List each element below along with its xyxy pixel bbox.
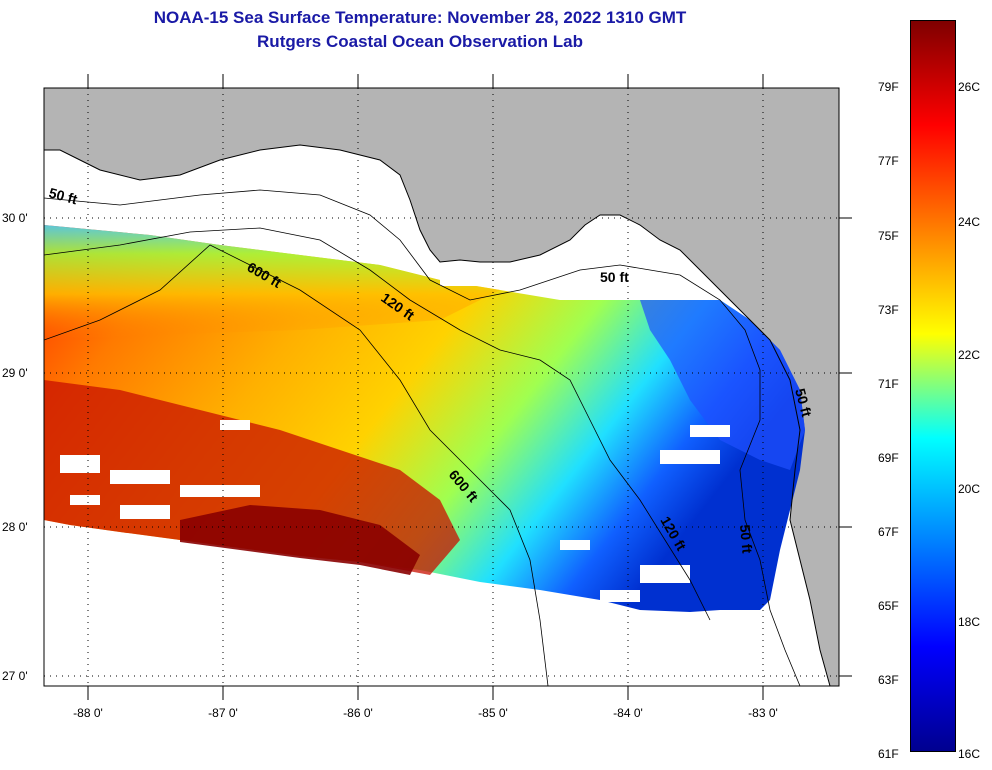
colorbar-c-label: 20C xyxy=(958,482,981,496)
lat-label: 27 0' xyxy=(2,669,28,683)
lon-label: -87 0' xyxy=(208,706,238,720)
lat-label: 28 0' xyxy=(2,520,28,534)
colorbar-c-label: 24C xyxy=(958,215,981,229)
map-subtitle: Rutgers Coastal Ocean Observation Lab xyxy=(257,32,583,51)
tick-marks xyxy=(87,74,852,700)
map-title: NOAA-15 Sea Surface Temperature: Novembe… xyxy=(153,8,687,27)
colorbar xyxy=(910,20,956,752)
isobath-50ft xyxy=(44,189,801,686)
isobath-label: 50 ft xyxy=(737,524,755,554)
colorbar-f-label: 73F xyxy=(878,303,899,317)
isobath-label: 50 ft xyxy=(792,387,815,419)
lon-label: -86 0' xyxy=(343,706,373,720)
lat-label: 29 0' xyxy=(2,366,28,380)
colorbar-f-label: 71F xyxy=(878,377,899,391)
colorbar-f-label: 65F xyxy=(878,599,899,613)
lon-label: -84 0' xyxy=(613,706,643,720)
isobath-120ft xyxy=(44,227,711,621)
isobath-label: 50 ft xyxy=(47,184,79,207)
lat-label: 30 0' xyxy=(2,211,28,225)
cloud-patches xyxy=(60,268,730,602)
colorbar-c-label: 18C xyxy=(958,615,981,629)
sst-cool-band xyxy=(640,300,805,470)
coastline xyxy=(44,144,831,686)
map-frame xyxy=(43,87,840,687)
lon-label: -88 0' xyxy=(73,706,103,720)
map-grid xyxy=(44,88,839,686)
colorbar-c-label: 26C xyxy=(958,80,981,94)
colorbar-c-label: 22C xyxy=(958,348,981,362)
colorbar-f-label: 61F xyxy=(878,747,899,761)
lon-label: -83 0' xyxy=(748,706,778,720)
isobath-600ft xyxy=(44,244,549,686)
sst-hot-core xyxy=(180,505,420,575)
colorbar-f-label: 63F xyxy=(878,673,899,687)
land-mass xyxy=(44,88,839,686)
colorbar-c-label: 16C xyxy=(958,747,981,761)
isobath-label: 50 ft xyxy=(600,269,629,285)
sst-north-band xyxy=(44,225,500,340)
colorbar-f-label: 79F xyxy=(878,80,899,94)
colorbar-f-label: 69F xyxy=(878,451,899,465)
colorbar-f-label: 75F xyxy=(878,229,899,243)
colorbar-f-label: 77F xyxy=(878,154,899,168)
colorbar-f-label: 67F xyxy=(878,525,899,539)
lon-label: -85 0' xyxy=(478,706,508,720)
